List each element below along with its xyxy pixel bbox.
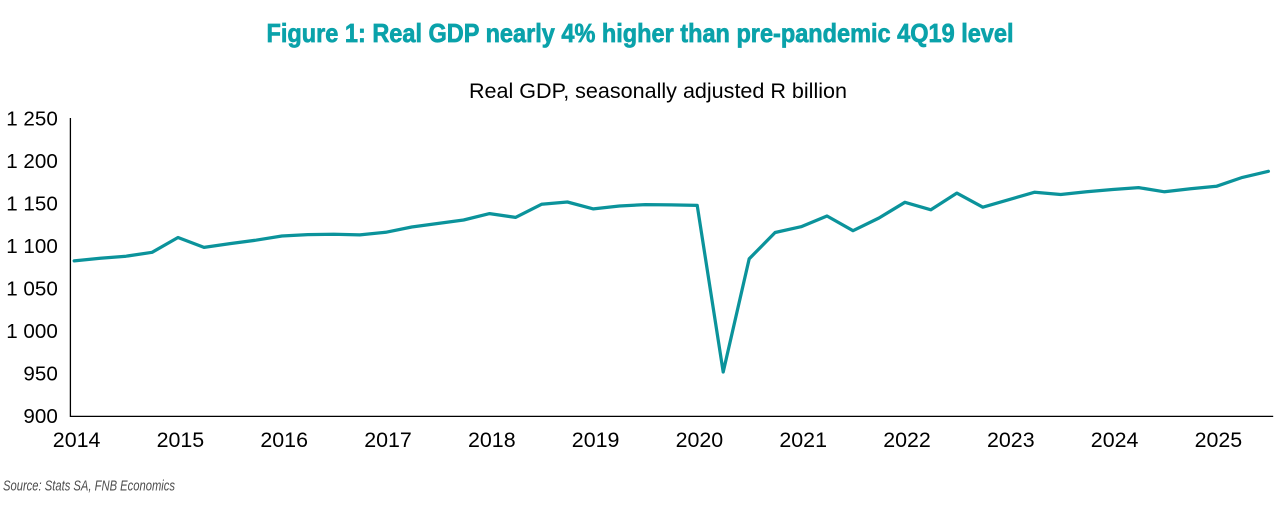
svg-text:2025: 2025: [1195, 428, 1243, 452]
svg-text:2018: 2018: [468, 428, 516, 452]
svg-text:2016: 2016: [260, 428, 308, 452]
svg-text:1 100: 1 100: [6, 235, 58, 258]
svg-text:1 250: 1 250: [6, 108, 58, 131]
svg-text:2015: 2015: [157, 428, 205, 452]
svg-text:950: 950: [23, 363, 57, 386]
svg-text:1 000: 1 000: [6, 320, 58, 343]
svg-text:1 050: 1 050: [6, 278, 58, 301]
svg-text:1 150: 1 150: [6, 193, 58, 216]
svg-text:2021: 2021: [779, 428, 827, 452]
svg-text:2019: 2019: [572, 428, 620, 452]
svg-text:2023: 2023: [987, 428, 1035, 452]
svg-text:2024: 2024: [1091, 428, 1139, 452]
svg-text:Source: Stats SA, FNB Economic: Source: Stats SA, FNB Economics: [3, 479, 175, 495]
svg-text:2020: 2020: [676, 428, 724, 452]
svg-text:Figure 1: Real GDP nearly 4% h: Figure 1: Real GDP nearly 4% higher than…: [267, 18, 1014, 48]
svg-text:900: 900: [23, 405, 57, 428]
svg-text:2022: 2022: [883, 428, 931, 452]
svg-text:1 200: 1 200: [6, 150, 58, 173]
svg-text:2014: 2014: [53, 428, 101, 452]
svg-text:2017: 2017: [364, 428, 412, 452]
svg-text:Real GDP, seasonally adjusted: Real GDP, seasonally adjusted R billion: [469, 80, 847, 103]
